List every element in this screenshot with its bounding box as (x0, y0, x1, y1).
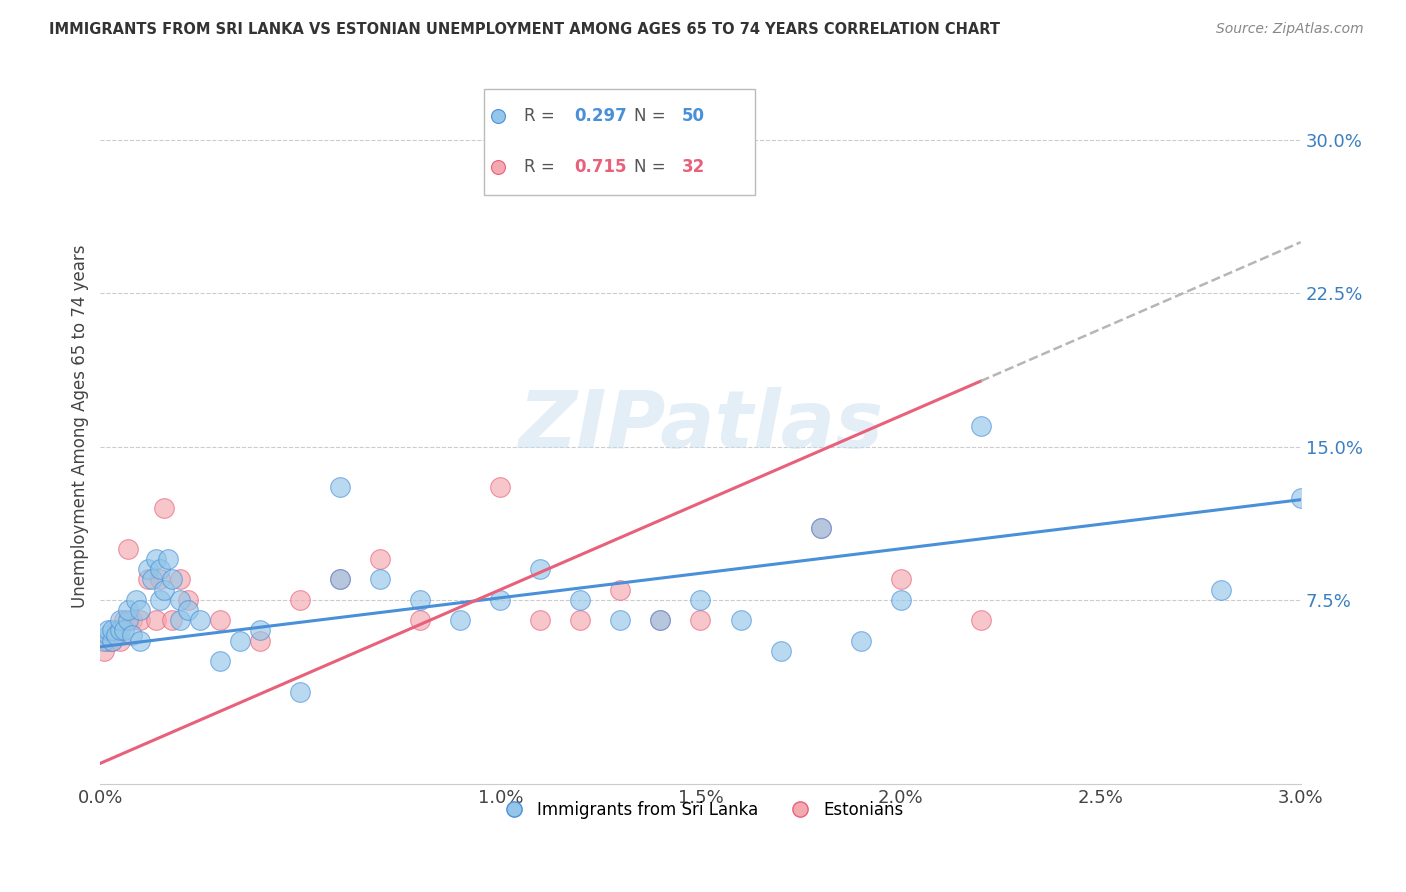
Point (229, 633, 252, 648)
Point (569, 592, 592, 607)
Point (97, 624, 120, 638)
Point (249, 633, 271, 648)
Point (110, 633, 132, 648)
Point (121, 613, 143, 627)
Point (609, 582, 631, 597)
Point (129, 633, 152, 648)
Point (105, 624, 128, 638)
Point (209, 613, 232, 627)
Point (110, 613, 132, 627)
Point (370, 573, 392, 587)
Point (689, 592, 711, 607)
Point (105, 627, 128, 641)
Point (149, 562, 172, 576)
Point (112, 624, 135, 638)
Point (890, 573, 912, 587)
Point (849, 633, 872, 648)
Point (177, 592, 200, 607)
Point (138, 562, 160, 576)
Point (112, 613, 135, 627)
Point (101, 633, 124, 648)
Point (162, 613, 184, 627)
Text: Source: ZipAtlas.com: Source: ZipAtlas.com (1216, 22, 1364, 37)
Text: ZIPatlas: ZIPatlas (517, 387, 883, 465)
Point (153, 582, 176, 597)
Point (489, 592, 512, 607)
Point (650, 613, 672, 627)
Point (409, 592, 432, 607)
Point (149, 573, 172, 587)
Point (117, 613, 139, 627)
Point (121, 627, 143, 641)
Text: IMMIGRANTS FROM SRI LANKA VS ESTONIAN UNEMPLOYMENT AMONG AGES 65 TO 74 YEARS COR: IMMIGRANTS FROM SRI LANKA VS ESTONIAN UN… (49, 22, 1000, 37)
Point (370, 552, 392, 566)
Point (153, 500, 176, 515)
Point (810, 521, 832, 535)
Point (117, 603, 139, 617)
Point (129, 603, 152, 617)
Y-axis label: Unemployment Among Ages 65 to 74 years: Unemployment Among Ages 65 to 74 years (72, 244, 89, 607)
Point (409, 613, 432, 627)
Point (101, 633, 124, 648)
Point (110, 624, 132, 638)
Point (650, 613, 672, 627)
Point (529, 613, 551, 627)
Point (209, 654, 232, 668)
Point (249, 624, 271, 638)
Point (730, 613, 752, 627)
Legend: Immigrants from Sri Lanka, Estonians: Immigrants from Sri Lanka, Estonians (491, 794, 911, 825)
Point (169, 573, 191, 587)
Point (169, 613, 191, 627)
Point (329, 480, 352, 494)
Point (969, 419, 991, 434)
Point (97, 633, 120, 648)
Point (169, 592, 191, 607)
Point (177, 603, 200, 617)
Point (290, 592, 312, 607)
Point (117, 541, 139, 556)
Point (329, 573, 352, 587)
Point (129, 613, 152, 627)
Point (190, 613, 212, 627)
Point (157, 552, 180, 566)
Point (145, 552, 167, 566)
Point (609, 613, 631, 627)
Point (1209, 582, 1232, 597)
Point (97, 627, 120, 641)
Point (689, 613, 711, 627)
Point (329, 573, 352, 587)
Point (149, 592, 172, 607)
Point (730, 174, 752, 188)
Point (1289, 491, 1312, 505)
Point (145, 613, 167, 627)
Point (125, 592, 148, 607)
Point (290, 685, 312, 699)
Point (93, 633, 115, 648)
Point (890, 592, 912, 607)
Point (529, 562, 551, 576)
Point (489, 480, 512, 494)
Point (449, 613, 471, 627)
Point (810, 521, 832, 535)
Point (138, 573, 160, 587)
Point (162, 573, 184, 587)
Point (569, 613, 592, 627)
Point (141, 573, 163, 587)
Point (769, 644, 792, 658)
Point (93, 644, 115, 658)
Point (101, 624, 124, 638)
Point (969, 613, 991, 627)
